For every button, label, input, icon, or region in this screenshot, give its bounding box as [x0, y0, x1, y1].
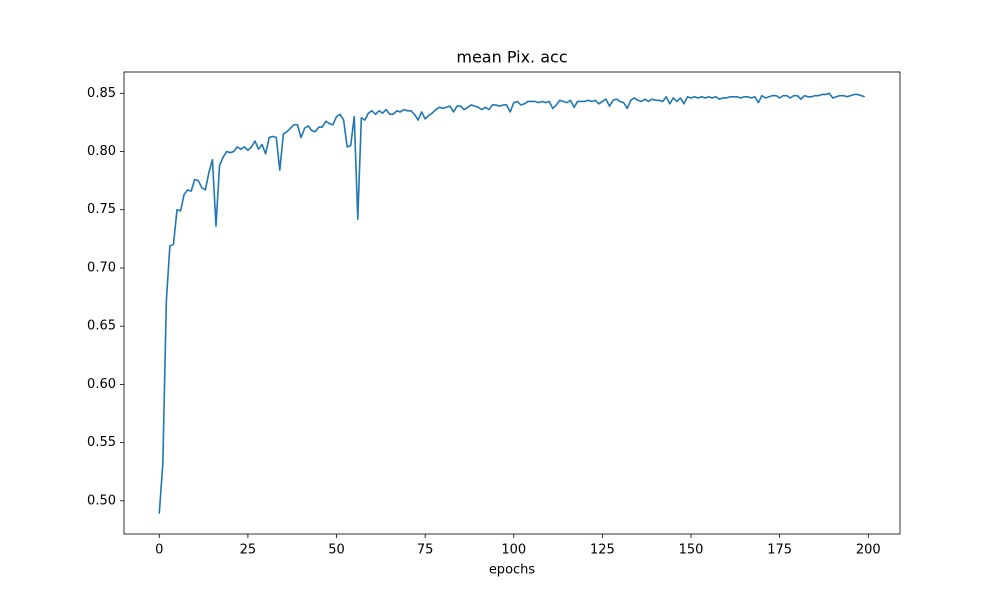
chart-title: mean Pix. acc: [456, 48, 567, 67]
y-tick-label: 0.70: [87, 260, 116, 275]
x-tick-label: 125: [590, 543, 615, 558]
x-tick-label: 25: [240, 543, 257, 558]
x-tick-label: 75: [417, 543, 434, 558]
x-tick-label: 50: [328, 543, 345, 558]
y-tick-label: 0.85: [87, 86, 116, 101]
x-tick-label: 100: [501, 543, 526, 558]
y-tick-label: 0.50: [87, 493, 116, 508]
y-tick-label: 0.55: [87, 435, 116, 450]
x-tick-label: 200: [856, 543, 881, 558]
x-tick-label: 0: [155, 543, 163, 558]
data-line: [158, 92, 865, 514]
y-tick-label: 0.65: [87, 319, 116, 334]
y-tick-label: 0.75: [87, 202, 116, 217]
y-tick-label: 0.60: [87, 377, 116, 392]
x-tick-label: 150: [679, 543, 704, 558]
y-tick-label: 0.80: [87, 144, 116, 159]
x-axis-label: epochs: [489, 563, 536, 578]
plot-frame: [123, 71, 901, 535]
x-tick-label: 175: [767, 543, 792, 558]
